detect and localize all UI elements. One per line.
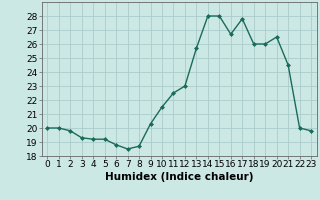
X-axis label: Humidex (Indice chaleur): Humidex (Indice chaleur) (105, 172, 253, 182)
